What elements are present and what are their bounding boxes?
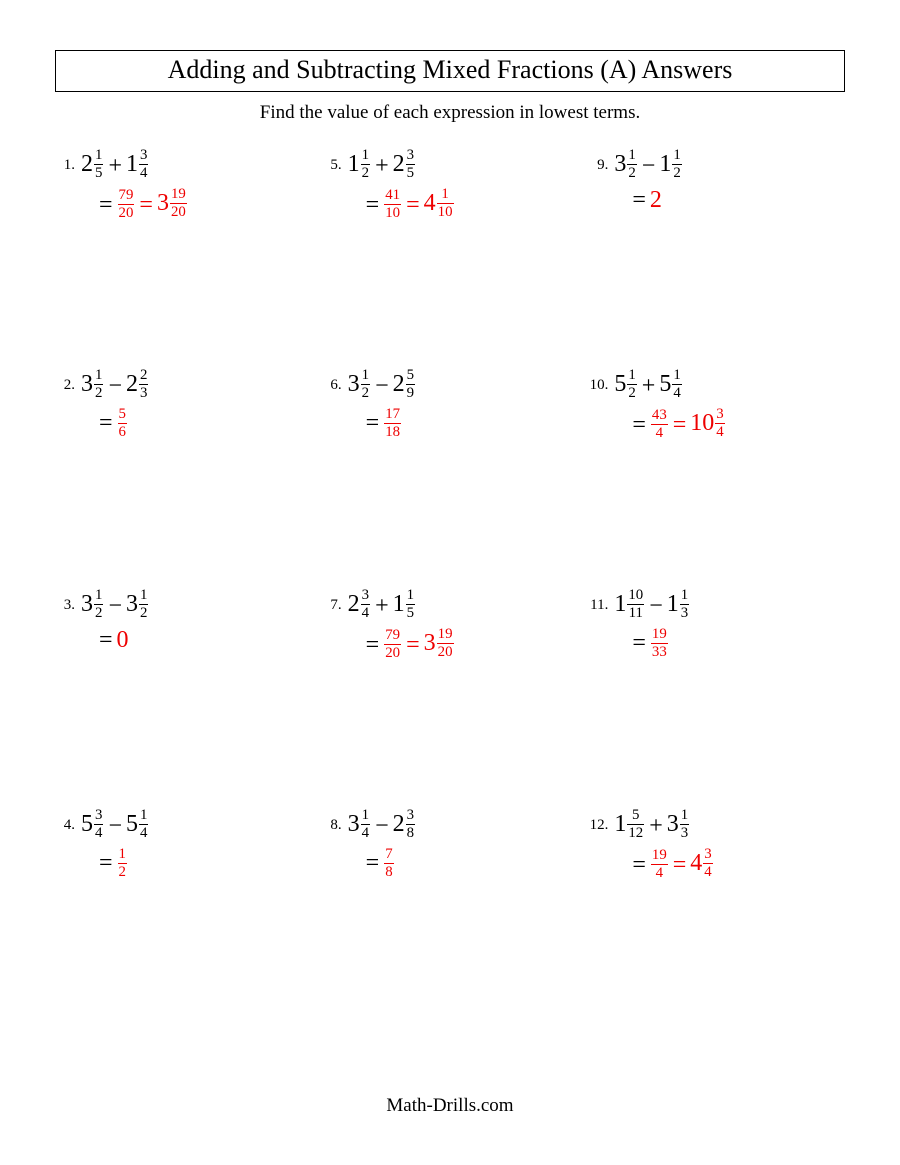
expression: 512+514	[614, 368, 725, 401]
problem-number: 12.	[588, 808, 614, 834]
problem-number: 11.	[588, 588, 614, 614]
answer: =7920=31920	[348, 627, 455, 661]
problem-number: 6.	[322, 368, 348, 394]
answer: =78	[348, 847, 416, 880]
worksheet-page: Adding and Subtracting Mixed Fractions (…	[0, 0, 900, 1165]
answer: =1718	[348, 407, 416, 440]
expression: 112+235	[348, 148, 455, 181]
problem-number: 7.	[322, 588, 348, 614]
expression: 1512+313	[614, 808, 713, 841]
problem-grid: 1.215+134 =7920=31920 5.112+235 =4110=4110 9…	[55, 148, 845, 1028]
expression: 234+115	[348, 588, 455, 621]
expression: 312−112	[614, 148, 682, 181]
problem-body: 512+514 =434=1034	[614, 368, 725, 441]
answer: =4110=4110	[348, 187, 455, 221]
problem-body: 215+134 =7920=31920	[81, 148, 188, 221]
answer: =1933	[614, 627, 690, 660]
problem-body: 112+235 =4110=4110	[348, 148, 455, 221]
problem-body: 312−259 =1718	[348, 368, 416, 440]
expression: 312−259	[348, 368, 416, 401]
answer: =2	[614, 187, 682, 212]
problem: 11.11011−113 =1933	[588, 588, 845, 808]
problem-number: 2.	[55, 368, 81, 394]
answer: =12	[81, 847, 149, 880]
problem: 9.312−112 =2	[588, 148, 845, 368]
problem-number: 8.	[322, 808, 348, 834]
problem-body: 1512+313 =194=434	[614, 808, 713, 881]
expression: 312−223	[81, 368, 149, 401]
problem-body: 534−514 =12	[81, 808, 149, 880]
problem-number: 9.	[588, 148, 614, 174]
problem-body: 314−238 =78	[348, 808, 416, 880]
expression: 314−238	[348, 808, 416, 841]
problem-body: 312−312 =0	[81, 588, 149, 652]
title-box: Adding and Subtracting Mixed Fractions (…	[55, 50, 845, 92]
problem-number: 10.	[588, 368, 614, 394]
footer-text: Math-Drills.com	[0, 1095, 900, 1117]
problem-number: 5.	[322, 148, 348, 174]
problem: 8.314−238 =78	[322, 808, 579, 1028]
problem: 6.312−259 =1718	[322, 368, 579, 588]
answer: =0	[81, 627, 149, 652]
expression: 11011−113	[614, 588, 690, 621]
problem-number: 1.	[55, 148, 81, 174]
problem: 2.312−223 =56	[55, 368, 312, 588]
problem-number: 4.	[55, 808, 81, 834]
problem: 12.1512+313 =194=434	[588, 808, 845, 1028]
answer: =194=434	[614, 847, 713, 881]
answer: =56	[81, 407, 149, 440]
problem: 3.312−312 =0	[55, 588, 312, 808]
problem-body: 312−112 =2	[614, 148, 682, 212]
page-title: Adding and Subtracting Mixed Fractions (…	[168, 55, 733, 84]
expression: 534−514	[81, 808, 149, 841]
problem: 1.215+134 =7920=31920	[55, 148, 312, 368]
problem-body: 234+115 =7920=31920	[348, 588, 455, 661]
problem-body: 11011−113 =1933	[614, 588, 690, 660]
problem-number: 3.	[55, 588, 81, 614]
problem: 4.534−514 =12	[55, 808, 312, 1028]
answer: =434=1034	[614, 407, 725, 441]
problem: 7.234+115 =7920=31920	[322, 588, 579, 808]
answer: =7920=31920	[81, 187, 188, 221]
problem: 5.112+235 =4110=4110	[322, 148, 579, 368]
expression: 215+134	[81, 148, 188, 181]
instruction-text: Find the value of each expression in low…	[55, 102, 845, 124]
problem-body: 312−223 =56	[81, 368, 149, 440]
expression: 312−312	[81, 588, 149, 621]
problem: 10.512+514 =434=1034	[588, 368, 845, 588]
